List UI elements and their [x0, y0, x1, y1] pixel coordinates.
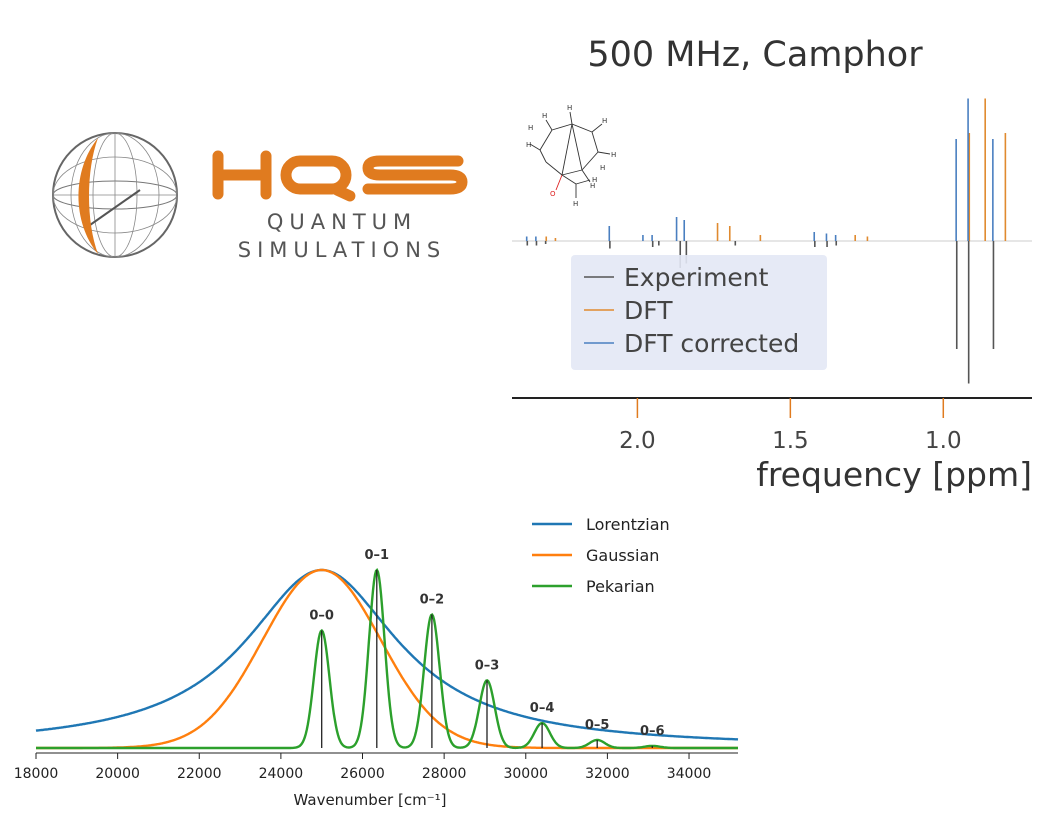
vib-peak-label-0–5: 0–5: [585, 718, 610, 733]
vib-x-tick-label: 22000: [177, 766, 222, 782]
nmr-x-tick-label: 1.5: [772, 428, 809, 454]
vib-x-tick-label: 28000: [422, 766, 467, 782]
svg-text:H: H: [590, 182, 595, 190]
vib-x-tick-label: 30000: [503, 766, 548, 782]
svg-text:H: H: [592, 176, 597, 184]
nmr-title: 500 MHz, Camphor: [587, 35, 923, 75]
vib-legend-pekarian: Pekarian: [586, 577, 655, 596]
vibronic-chart: 0–0 0–1 0–2 0–3 0–4 0–5 0–6 18000 20000 22000 240…: [14, 515, 739, 809]
nmr-x-tick-label: 1.0: [925, 428, 962, 454]
vib-peak-label-0–1: 0–1: [364, 548, 389, 563]
logo-line-quantum: QUANTUM: [267, 210, 417, 234]
svg-text:O: O: [550, 190, 556, 198]
hqs-logo: QUANTUM SIMULATIONS: [52, 132, 468, 262]
svg-text:H: H: [611, 151, 616, 159]
vib-peak-label-0–3: 0–3: [475, 658, 500, 673]
nmr-chart: 500 MHz, Camphor HHH HHH HHO HH Experime…: [512, 35, 1032, 494]
vib-legend-gaussian: Gaussian: [586, 546, 659, 565]
hqs-wordmark: [212, 150, 468, 202]
svg-text:H: H: [528, 124, 533, 132]
svg-text:H: H: [600, 164, 605, 172]
vib-peak-label-0–0: 0–0: [309, 609, 334, 624]
svg-text:H: H: [573, 200, 578, 208]
svg-text:H: H: [567, 104, 572, 112]
svg-text:H: H: [526, 141, 531, 149]
nmr-x-axis-label: frequency [ppm]: [756, 455, 1032, 494]
vib-peak-label-0–4: 0–4: [530, 701, 555, 716]
vib-peak-label-0–6: 0–6: [640, 724, 665, 739]
molecule-atom-labels: HHH HHH HHO HH: [526, 104, 616, 208]
nmr-legend-dft-corrected: DFT corrected: [624, 329, 799, 358]
vib-x-tick-label: 34000: [667, 766, 712, 782]
vib-x-axis-label: Wavenumber [cm⁻¹]: [294, 791, 447, 809]
nmr-legend-box: [571, 255, 827, 370]
vib-x-tick-label: 18000: [14, 766, 59, 782]
vib-legend: Lorentzian Gaussian Pekarian: [532, 515, 670, 596]
vib-x-tick-label: 24000: [259, 766, 304, 782]
nmr-legend: Experiment DFT DFT corrected: [571, 255, 827, 370]
nmr-legend-dft: DFT: [624, 296, 673, 325]
vib-peak-label-0–2: 0–2: [420, 593, 445, 608]
vib-x-tick-label: 26000: [340, 766, 385, 782]
logo-line-simulations: SIMULATIONS: [238, 238, 447, 262]
nmr-x-tick-label: 2.0: [619, 428, 656, 454]
nmr-legend-experiment: Experiment: [624, 263, 769, 292]
svg-text:H: H: [542, 112, 547, 120]
svg-text:H: H: [602, 117, 607, 125]
camphor-molecule-inset: [529, 111, 611, 198]
globe-icon: [52, 132, 178, 258]
vib-x-tick-label: 32000: [585, 766, 630, 782]
vib-curve-lorentzian: [35, 568, 739, 741]
vib-curve-pekarian: [36, 567, 738, 750]
vib-x-tick-label: 20000: [95, 766, 140, 782]
vib-legend-lorentzian: Lorentzian: [586, 515, 670, 534]
